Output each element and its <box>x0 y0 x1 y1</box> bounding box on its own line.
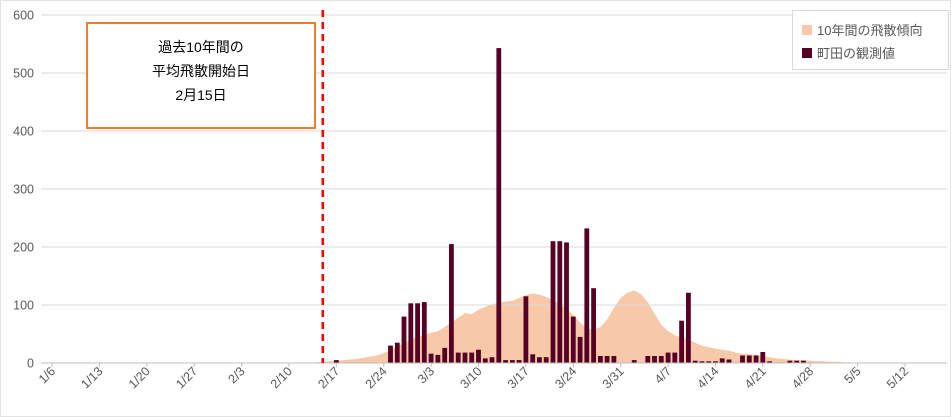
annotation-box: 過去10年間の 平均飛散開始日 2月15日 <box>86 22 316 129</box>
bar <box>604 356 610 363</box>
bar <box>577 336 583 363</box>
x-tick-label: 3/17 <box>505 364 532 391</box>
bar <box>523 296 529 363</box>
bar <box>665 352 671 363</box>
x-tick-label: 3/24 <box>552 364 579 391</box>
x-tick-label: 2/24 <box>363 364 390 391</box>
bar <box>598 356 603 363</box>
y-tick-label: 100 <box>13 299 34 313</box>
legend-label-area: 10年間の飛散傾向 <box>817 23 923 38</box>
bar <box>449 244 454 363</box>
bar <box>679 320 684 363</box>
bar <box>469 352 475 363</box>
x-tick-label: 4/21 <box>742 364 769 391</box>
bar <box>658 356 664 363</box>
bar <box>415 303 420 363</box>
x-tick-label: 4/7 <box>652 364 674 386</box>
bar <box>394 342 400 363</box>
area-series-swatch-icon <box>802 24 812 35</box>
legend: 10年間の飛散傾向 町田の観測値 <box>792 10 949 70</box>
bar <box>462 352 468 363</box>
bar <box>719 358 725 363</box>
bar <box>740 355 745 363</box>
bar <box>442 347 448 363</box>
annotation-line-2: 平均飛散開始日 <box>152 63 250 79</box>
bar <box>652 356 657 363</box>
x-tick-label: 1/27 <box>173 364 200 391</box>
bar <box>543 357 549 363</box>
bar <box>516 360 522 363</box>
x-tick-label: 3/3 <box>415 364 437 386</box>
legend-item-bars: 町田の観測値 <box>802 41 948 64</box>
bar <box>645 356 651 363</box>
legend-label-bars: 町田の観測値 <box>817 46 896 61</box>
bar <box>611 356 617 363</box>
x-tick-label: 4/28 <box>789 364 816 391</box>
bar <box>421 302 427 363</box>
bar <box>692 360 698 363</box>
bar <box>537 357 542 363</box>
x-tick-label: 5/5 <box>842 364 864 386</box>
bar <box>401 316 407 363</box>
bar <box>584 228 590 363</box>
bar <box>530 354 536 363</box>
bar <box>503 360 508 363</box>
bar <box>476 349 481 363</box>
x-tick-label: 5/12 <box>884 364 911 391</box>
x-tick-label: 1/13 <box>78 364 105 391</box>
x-tick-label: 2/3 <box>226 364 248 386</box>
bar <box>699 361 705 363</box>
x-tick-label: 1/20 <box>126 364 153 391</box>
bar-series-swatch-icon <box>802 47 812 58</box>
y-tick-label: 400 <box>13 125 34 139</box>
bar <box>591 288 596 363</box>
y-tick-label: 300 <box>13 183 34 197</box>
y-tick-label: 200 <box>13 241 34 255</box>
x-tick-label: 1/6 <box>36 364 58 386</box>
bar <box>557 241 563 363</box>
bar <box>333 360 339 363</box>
bar <box>550 241 556 363</box>
x-tick-label: 2/17 <box>315 364 342 391</box>
bar <box>482 358 488 363</box>
bar <box>713 361 718 363</box>
bar <box>428 353 434 363</box>
bar <box>435 354 441 363</box>
y-tick-label: 500 <box>13 67 34 81</box>
annotation-line-3: 2月15日 <box>175 87 227 103</box>
x-tick-label: 4/14 <box>695 364 722 391</box>
bar <box>570 316 576 363</box>
bar <box>767 361 772 363</box>
bar <box>672 352 678 363</box>
y-tick-label: 0 <box>27 357 34 371</box>
x-tick-label: 3/31 <box>600 364 627 391</box>
bar <box>760 352 766 363</box>
bar <box>801 360 806 363</box>
bar <box>753 355 759 363</box>
bar <box>455 352 461 363</box>
annotation-line-1: 過去10年間の <box>158 39 244 55</box>
area-series <box>309 290 858 363</box>
bar <box>388 345 393 363</box>
bar <box>706 361 712 363</box>
legend-item-area: 10年間の飛散傾向 <box>802 18 948 41</box>
bar <box>746 355 752 363</box>
bar <box>564 242 569 363</box>
x-tick-label: 3/10 <box>458 364 485 391</box>
bar <box>686 292 691 363</box>
bar <box>631 360 637 363</box>
bar <box>496 48 502 363</box>
bar <box>726 359 732 363</box>
y-tick-label: 600 <box>13 9 34 23</box>
bar <box>787 360 793 363</box>
bar <box>489 357 495 363</box>
bar <box>510 360 515 363</box>
bar <box>794 360 800 363</box>
x-tick-label: 2/10 <box>268 364 295 391</box>
bar <box>408 303 414 363</box>
